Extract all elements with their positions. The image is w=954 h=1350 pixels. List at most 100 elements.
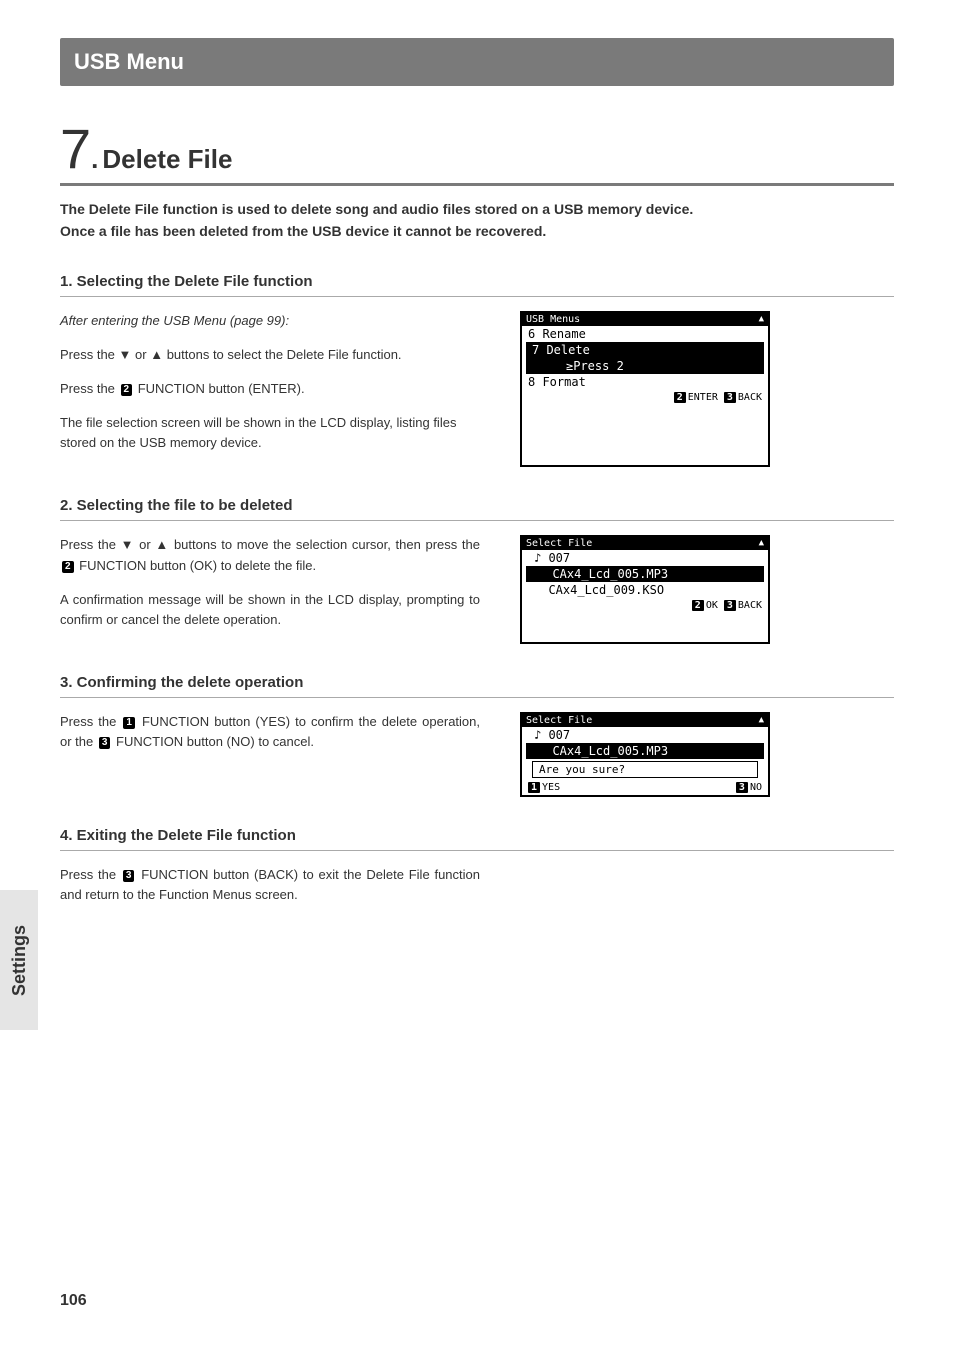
lcd1-row-rename: 6 Rename [522, 326, 768, 342]
function-badge-2: 2 [62, 561, 74, 573]
page: Settings USB Menu 7 . Delete File The De… [0, 0, 954, 1350]
section-2: 2. Selecting the file to be deleted Pres… [60, 497, 894, 644]
lcd-usb-menus: USB Menus ▲ 6 Rename 7 Delete ≥Press 2 8 … [520, 311, 770, 468]
section-2-p1: Press the ▼ or ▲ buttons to move the sel… [60, 535, 480, 575]
section-4-heading: 4. Exiting the Delete File function [60, 827, 894, 851]
s1p2a: Press the [60, 347, 119, 362]
lcd2-titlebar: Select File ▲ [522, 537, 768, 550]
section-3-p1: Press the 1 FUNCTION button (YES) to con… [60, 712, 480, 752]
lcd1-enter-button: 2ENTER [674, 392, 718, 403]
page-number: 106 [60, 1292, 87, 1310]
up-arrow-icon: ▲ [155, 537, 169, 552]
lcd1-back-button: 3BACK [724, 392, 762, 403]
s3p1a: Press the [60, 714, 121, 729]
down-arrow-icon: ▼ [121, 537, 135, 552]
function-badge-3: 3 [99, 737, 111, 749]
function-badge-3: 3 [123, 870, 135, 882]
section-3-columns: Press the 1 FUNCTION button (YES) to con… [60, 712, 894, 797]
section-1-p2: Press the ▼ or ▲ buttons to select the D… [60, 345, 480, 365]
section-1-text: After entering the USB Menu (page 99): P… [60, 311, 480, 468]
lcd3-f3t: NO [750, 782, 762, 793]
lcd3-titlebar: Select File ▲ [522, 714, 768, 727]
section-2-columns: Press the ▼ or ▲ buttons to move the sel… [60, 535, 894, 644]
section-1-lcd-wrap: USB Menus ▲ 6 Rename 7 Delete ≥Press 2 8 … [520, 311, 894, 468]
section-3: 3. Confirming the delete operation Press… [60, 674, 894, 797]
lcd1-footer: 2ENTER 3BACK [522, 390, 768, 405]
lcd1-title: USB Menus [526, 314, 580, 325]
lcd2-f3n: 3 [724, 600, 736, 611]
function-badge-1: 1 [123, 717, 135, 729]
section-4-text: Press the 3 FUNCTION button (BACK) to ex… [60, 865, 480, 919]
lcd3-no-button: 3NO [736, 782, 762, 793]
lcd2-title: Select File [526, 538, 592, 549]
s4p1a: Press the [60, 867, 121, 882]
side-tab-label: Settings [9, 924, 30, 995]
title-dot: . [91, 144, 98, 175]
s2p1b: or [135, 537, 156, 552]
intro-block: The Delete File function is used to dele… [60, 198, 894, 243]
lcd3-title: Select File [526, 715, 592, 726]
up-arrow-icon: ▲ [150, 347, 163, 362]
s2p1c: buttons to move the selection cursor, th… [169, 537, 480, 552]
title-number: 7 [60, 116, 89, 181]
lcd2-f3t: BACK [738, 600, 762, 611]
lcd3-scroll-up-icon: ▲ [759, 715, 764, 726]
section-4: 4. Exiting the Delete File function Pres… [60, 827, 894, 919]
lcd3-row-1: ♪ 007 [522, 727, 768, 743]
section-4-p1: Press the 3 FUNCTION button (BACK) to ex… [60, 865, 480, 905]
lcd3-f3n: 3 [736, 782, 748, 793]
section-2-text: Press the ▼ or ▲ buttons to move the sel… [60, 535, 480, 644]
header-bar-title: USB Menu [74, 49, 184, 75]
section-1: 1. Selecting the Delete File function Af… [60, 273, 894, 468]
lcd2-row-1: ♪ 007 [522, 550, 768, 566]
intro-line-1: The Delete File function is used to dele… [60, 198, 894, 220]
s3p1c: FUNCTION button (NO) to cancel. [112, 734, 314, 749]
section-3-heading: 3. Confirming the delete operation [60, 674, 894, 698]
section-2-lcd-wrap: Select File ▲ ♪ 007 CAx4_Lcd_005.MP3 CAx4… [520, 535, 894, 644]
section-1-p3: Press the 2 FUNCTION button (ENTER). [60, 379, 480, 399]
down-arrow-icon: ▼ [119, 347, 132, 362]
lcd3-f1n: 1 [528, 782, 540, 793]
function-badge-2: 2 [121, 384, 133, 396]
lcd2-footer: 2OK 3BACK [522, 598, 768, 613]
s1p3b: FUNCTION button (ENTER). [134, 381, 304, 396]
lcd-confirm: Select File▲ ♪ 007 CAx4_Lcd_005.MP3 Are … [520, 712, 770, 797]
lcd1-titlebar: USB Menus ▲ [522, 313, 768, 326]
section-1-p1: After entering the USB Menu (page 99): [60, 311, 480, 331]
s2p1a: Press the [60, 537, 121, 552]
lcd2-ok-button: 2OK [692, 600, 718, 611]
section-1-heading: 1. Selecting the Delete File function [60, 273, 894, 297]
title-row: 7 . Delete File [60, 116, 894, 186]
lcd1-f2n: 2 [674, 392, 686, 403]
lcd2-back-button: 3BACK [724, 600, 762, 611]
lcd2-scroll-up-icon: ▲ [759, 538, 764, 549]
lcd1-row-format: 8 Format [522, 374, 768, 390]
section-2-p2: A confirmation message will be shown in … [60, 590, 480, 630]
lcd1-row-delete-sub: ≥Press 2 [526, 358, 764, 374]
s2p1d: FUNCTION button (OK) to delete the file. [76, 558, 317, 573]
lcd3-confirm-box: Are you sure? [532, 761, 758, 778]
s1p3a: Press the [60, 381, 119, 396]
section-4-right [520, 865, 894, 919]
side-tab: Settings [0, 890, 38, 1030]
section-1-columns: After entering the USB Menu (page 99): P… [60, 311, 894, 468]
s1p2b: or [131, 347, 150, 362]
section-1-p4: The file selection screen will be shown … [60, 413, 480, 453]
header-bar: USB Menu [60, 38, 894, 86]
lcd3-f1t: YES [542, 782, 560, 793]
lcd1-f3n: 3 [724, 392, 736, 403]
lcd2-row-2: CAx4_Lcd_005.MP3 [526, 566, 764, 582]
section-4-columns: Press the 3 FUNCTION button (BACK) to ex… [60, 865, 894, 919]
section-2-heading: 2. Selecting the file to be deleted [60, 497, 894, 521]
intro-line-2: Once a file has been deleted from the US… [60, 220, 894, 242]
lcd3-footer: 1YES 3NO [522, 780, 768, 795]
lcd1-row-delete: 7 Delete [526, 342, 764, 358]
lcd2-f2t: OK [706, 600, 718, 611]
lcd1-scroll-up-icon: ▲ [759, 314, 764, 325]
lcd2-row-3: CAx4_Lcd_009.KSO [522, 582, 768, 598]
lcd2-f2n: 2 [692, 600, 704, 611]
section-3-text: Press the 1 FUNCTION button (YES) to con… [60, 712, 480, 797]
title-text: Delete File [102, 144, 232, 175]
s1p2c: buttons to select the Delete File functi… [163, 347, 401, 362]
section-3-lcd-wrap: Select File▲ ♪ 007 CAx4_Lcd_005.MP3 Are … [520, 712, 894, 797]
